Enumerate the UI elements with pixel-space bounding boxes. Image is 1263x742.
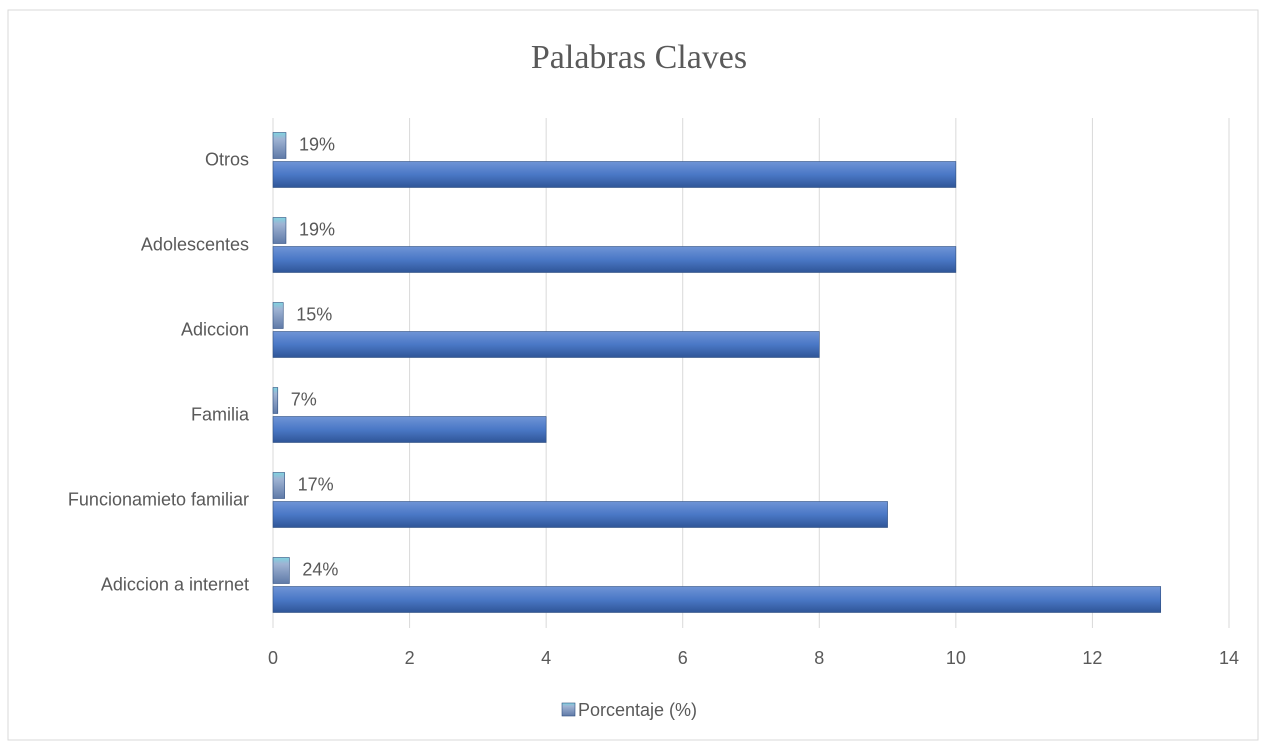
x-tick-label: 0 [268,648,278,668]
bar [272,416,547,443]
legend-label: Porcentaje (%) [578,700,697,720]
x-tick-label: 4 [541,648,551,668]
bar [272,586,1162,613]
x-tick-label: 14 [1219,648,1239,668]
y-tick-label: Adiccion [181,319,249,339]
bar [272,246,957,273]
data-label: 24% [302,559,338,579]
x-tick-label: 10 [946,648,966,668]
y-tick-label: Funcionamieto familiar [68,489,249,509]
x-tick-label: 6 [678,648,688,668]
data-label: 17% [298,474,334,494]
y-tick-label: Otros [205,149,249,169]
chart-title: Palabras Claves [531,39,747,76]
legend-swatch [561,702,576,717]
y-tick-label: Familia [191,404,250,424]
x-tick-label: 2 [405,648,415,668]
chart-border [7,9,1259,741]
bar [272,302,284,329]
y-tick-label: Adolescentes [141,234,249,254]
bar [272,501,888,528]
y-tick-label: Adiccion a internet [101,574,249,594]
bar [272,472,285,499]
data-label: 7% [291,389,317,409]
x-tick-label: 8 [814,648,824,668]
data-label: 15% [296,304,332,324]
data-label: 19% [299,219,335,239]
bar [272,161,957,188]
bar [272,387,279,414]
bar [272,132,287,159]
data-label: 19% [299,134,335,154]
x-tick-label: 12 [1082,648,1102,668]
bar [272,217,287,244]
bar [272,331,820,358]
bar [272,557,290,584]
